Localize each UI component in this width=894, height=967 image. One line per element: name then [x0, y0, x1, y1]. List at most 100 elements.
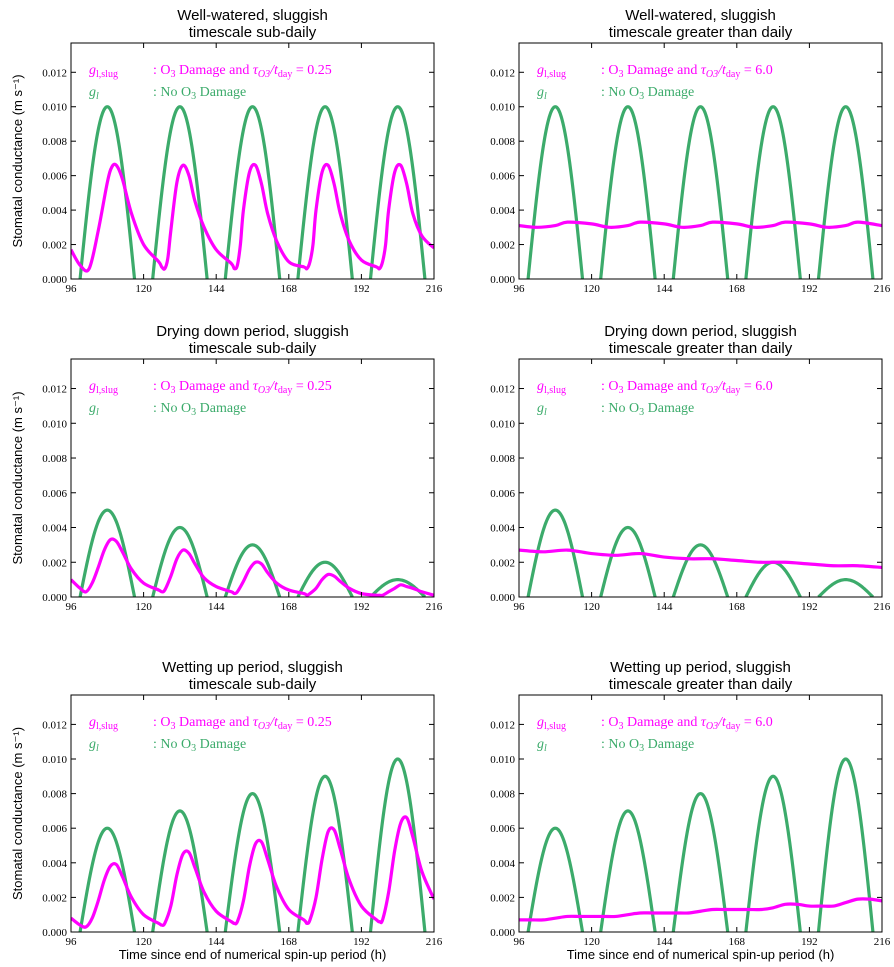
legend-subscript: 3 [619, 721, 624, 732]
legend: gl,slug: O3 Damage and τO3/tday = 0.25gl… [89, 63, 332, 102]
legend-label-slug: : O3 Damage and τO3/tday = 6.0 [601, 715, 773, 732]
x-tick-label: 120 [583, 601, 600, 613]
legend-subscript: l [96, 407, 99, 418]
legend-label-gl: : No O3 Damage [153, 401, 246, 418]
x-axis-label: Time since end of numerical spin-up peri… [119, 947, 387, 962]
legend-symbol: τ [253, 379, 259, 394]
series-line-gl [526, 508, 875, 597]
legend-symbol: /t [269, 379, 279, 394]
legend-subscript: l [544, 91, 547, 102]
legend-subscript: day [278, 385, 292, 396]
y-tick-label: 0.000 [42, 274, 67, 286]
legend-text: : O [601, 379, 619, 394]
legend-subscript: l,slug [96, 385, 118, 396]
x-tick-label: 216 [874, 601, 891, 613]
legend-subscript: l,slug [544, 721, 566, 732]
legend-label-slug: : O3 Damage and τO3/tday = 0.25 [153, 63, 332, 80]
x-tick-label: 120 [135, 283, 152, 295]
legend: gl,slug: O3 Damage and τO3/tday = 0.25gl… [89, 379, 332, 418]
legend-text: Damage and [624, 715, 701, 730]
legend-entry-gl: gl [537, 737, 547, 754]
legend-text: : No O [601, 737, 639, 752]
y-tick-label: 0.010 [42, 418, 67, 430]
legend-subscript: day [726, 69, 740, 80]
legend-label-gl: : No O3 Damage [153, 85, 246, 102]
y-tick-label: 0.012 [42, 67, 67, 79]
y-tick-label: 0.004 [490, 858, 515, 870]
legend-symbol: g [537, 401, 544, 416]
legend-subscript: 3 [171, 385, 176, 396]
legend-symbol: g [89, 85, 96, 100]
x-tick-label: 168 [729, 936, 746, 948]
legend-subscript: 3 [639, 91, 644, 102]
y-tick-label: 0.008 [490, 136, 515, 148]
y-tick-label: 0.008 [42, 453, 67, 465]
legend-symbol: g [537, 63, 544, 78]
y-tick-label: 0.008 [42, 136, 67, 148]
legend-subscript: 3 [191, 743, 196, 754]
legend-subscript: l [544, 407, 547, 418]
legend-subscript: 3 [639, 407, 644, 418]
legend: gl,slug: O3 Damage and τO3/tday = 0.25gl… [89, 715, 332, 754]
y-tick-label: 0.012 [490, 384, 515, 396]
legend-symbol: τ [253, 715, 259, 730]
legend-label-slug: : O3 Damage and τO3/tday = 0.25 [153, 715, 332, 732]
series-line-gl [78, 508, 427, 597]
legend-symbol: τ [701, 63, 707, 78]
axes-frame [518, 42, 883, 280]
legend-text: Damage and [176, 715, 253, 730]
legend-text: = 6.0 [740, 63, 772, 78]
legend-symbol: g [537, 379, 544, 394]
legend-text: : O [601, 63, 619, 78]
x-tick-label: 216 [874, 283, 891, 295]
chart-title-line1: Drying down period, sluggish [604, 323, 797, 340]
x-tick-label: 168 [281, 936, 298, 948]
series-line-gl-slug [71, 815, 434, 929]
legend-subscript: O3 [258, 721, 270, 732]
legend-subscript: l [544, 743, 547, 754]
chart-title-line2: timescale sub-daily [189, 676, 317, 693]
legend-text: Damage [196, 401, 246, 416]
x-tick-label: 96 [66, 601, 78, 613]
series-line-gl [78, 757, 427, 932]
y-tick-label: 0.008 [42, 789, 67, 801]
x-tick-label: 192 [353, 283, 370, 295]
chart-title-line2: timescale greater than daily [609, 340, 793, 357]
series-line-gl [78, 105, 427, 279]
legend-text: = 6.0 [740, 379, 772, 394]
x-tick-label: 120 [583, 283, 600, 295]
legend-label-gl: : No O3 Damage [153, 737, 246, 754]
legend-text: Damage and [176, 63, 253, 78]
legend-symbol: g [89, 401, 96, 416]
axes-frame [70, 358, 435, 598]
x-tick-label: 120 [135, 936, 152, 948]
legend-symbol: τ [701, 379, 707, 394]
legend-text: : No O [601, 85, 639, 100]
series-line-gl-slug [71, 162, 434, 273]
legend-entry-gl: gl [89, 85, 99, 102]
legend-text: = 6.0 [740, 715, 772, 730]
x-tick-label: 192 [801, 601, 818, 613]
legend-text: : No O [601, 401, 639, 416]
legend-subscript: l,slug [544, 69, 566, 80]
legend-text: : No O [153, 85, 191, 100]
legend-text: Damage and [624, 379, 701, 394]
legend-subscript: l [96, 91, 99, 102]
x-tick-label: 144 [656, 936, 673, 948]
legend-symbol: /t [269, 63, 279, 78]
y-tick-label: 0.000 [42, 592, 67, 604]
x-tick-label: 144 [656, 283, 673, 295]
legend-text: = 0.25 [292, 63, 331, 78]
legend-entry-gl: gl [89, 401, 99, 418]
legend-subscript: 3 [171, 721, 176, 732]
y-tick-label: 0.012 [42, 384, 67, 396]
legend-symbol: /t [717, 379, 727, 394]
legend-symbol: g [89, 63, 96, 78]
x-tick-label: 144 [208, 601, 225, 613]
legend-text: : O [153, 63, 171, 78]
legend-subscript: day [278, 69, 292, 80]
legend-text: Damage [644, 401, 694, 416]
legend-subscript: 3 [191, 91, 196, 102]
